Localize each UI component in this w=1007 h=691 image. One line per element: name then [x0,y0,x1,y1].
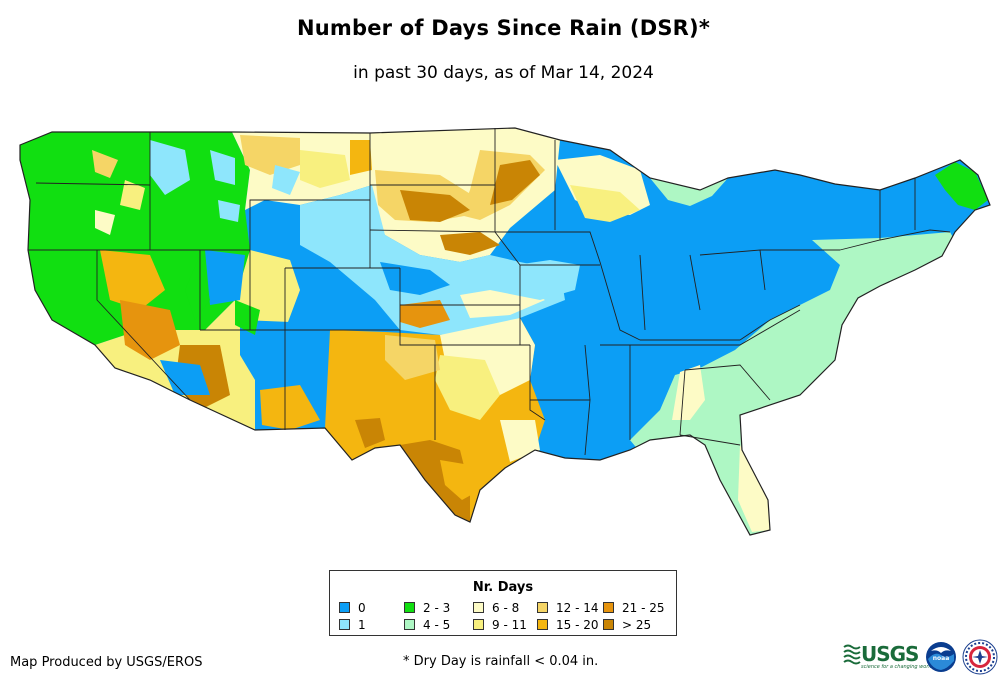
map-legend: Nr. Days 0 1 2 - 3 4 - 5 6 - 8 9 - 11 12… [329,570,677,636]
noaa-wordmark: noaa [933,655,950,662]
legend-label: 21 - 25 [622,601,665,615]
dsr-shading [20,128,990,535]
usgs-logo: USGS science for a changing world [843,642,933,674]
legend-swatch [537,602,548,613]
legend-swatch [473,619,484,630]
legend-swatch [603,602,614,613]
legend-item-8: 21 - 25 [603,602,665,614]
legend-label: 4 - 5 [423,618,451,632]
legend-label: 6 - 8 [492,601,520,615]
usgs-wordmark: USGS [861,642,919,666]
dsr-map [19,127,991,536]
legend-label: 2 - 3 [423,601,451,615]
legend-item-1: 1 [339,619,366,631]
legend-label: 15 - 20 [556,618,599,632]
legend-swatch [404,619,415,630]
map-title: Number of Days Since Rain (DSR)* [296,16,711,40]
legend-item-3: 4 - 5 [404,619,450,631]
usgs-tagline: science for a changing world [861,664,933,670]
legend-swatch [339,619,350,630]
legend-title: Nr. Days [472,580,534,595]
legend-label: > 25 [622,618,652,632]
legend-item-7: 15 - 20 [537,619,599,631]
legend-label: 9 - 11 [492,618,527,632]
state-boundaries [19,127,991,536]
legend-item-5: 9 - 11 [473,619,527,631]
legend-item-0: 0 [339,602,366,614]
map-subtitle: in past 30 days, as of Mar 14, 2024 [353,63,654,83]
legend-item-6: 12 - 14 [537,602,599,614]
legend-swatch [404,602,415,613]
usgs-wave-icon [843,644,861,665]
legend-item-2: 2 - 3 [404,602,450,614]
legend-label: 12 - 14 [556,601,599,615]
nws-logo [962,639,998,675]
legend-swatch [603,619,614,630]
legend-label: 1 [358,618,366,632]
legend-item-4: 6 - 8 [473,602,519,614]
legend-swatch [473,602,484,613]
legend-swatch [537,619,548,630]
map-credit: Map Produced by USGS/EROS [10,655,203,670]
legend-item-9: > 25 [603,619,651,631]
dry-day-note: * Dry Day is rainfall < 0.04 in. [403,654,599,669]
legend-swatch [339,602,350,613]
legend-label: 0 [358,601,366,615]
noaa-logo: noaa [926,642,956,672]
